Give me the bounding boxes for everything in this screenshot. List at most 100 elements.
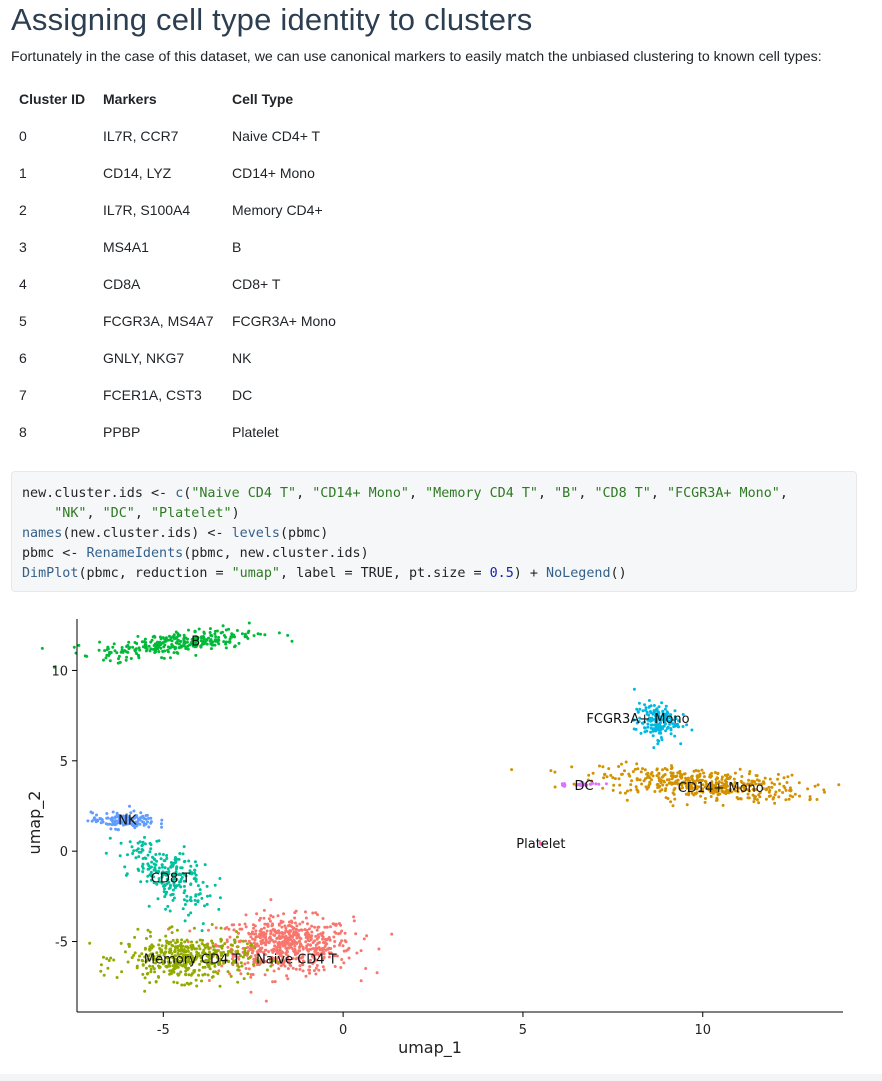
- data-point: [269, 914, 273, 918]
- data-point: [159, 822, 163, 826]
- data-point: [259, 934, 263, 938]
- data-point: [167, 887, 171, 890]
- data-point: [164, 892, 168, 896]
- data-point: [281, 951, 285, 954]
- data-point: [105, 812, 109, 815]
- data-point: [139, 880, 143, 884]
- data-point: [239, 972, 243, 976]
- data-point: [184, 945, 188, 949]
- data-point: [782, 776, 786, 780]
- data-point: [232, 928, 236, 932]
- data-point: [647, 785, 650, 789]
- data-point: [147, 864, 151, 868]
- data-point: [679, 773, 683, 776]
- cell-markers: FCER1A, CST3: [103, 386, 202, 403]
- data-point: [701, 783, 705, 787]
- data-point: [219, 951, 223, 955]
- data-point: [625, 798, 629, 802]
- data-point: [263, 948, 267, 952]
- data-point: [314, 911, 318, 915]
- data-point: [198, 938, 202, 942]
- data-point: [130, 845, 134, 849]
- data-point: [754, 782, 758, 786]
- data-point: [267, 917, 271, 921]
- data-point: [300, 928, 304, 932]
- data-point: [161, 853, 165, 856]
- data-point: [245, 942, 249, 946]
- data-point: [768, 788, 772, 792]
- data-point: [135, 966, 139, 970]
- x-tick-label: 0: [339, 1023, 347, 1038]
- cluster-points: [104, 816, 222, 933]
- data-point: [685, 723, 689, 727]
- code-block[interactable]: new.cluster.ids <- c("Naive CD4 T", "CD1…: [11, 471, 857, 592]
- data-point: [791, 795, 795, 799]
- cluster-label: B: [191, 635, 200, 650]
- data-point: [314, 972, 318, 976]
- data-point: [148, 850, 152, 854]
- data-point: [72, 645, 76, 649]
- code-line: DimPlot(pbmc, reduction = "umap", label …: [22, 566, 627, 581]
- data-point: [133, 951, 137, 955]
- data-point: [236, 962, 240, 966]
- data-point: [127, 822, 131, 825]
- data-point: [183, 940, 187, 944]
- data-point: [685, 803, 689, 807]
- data-point: [325, 925, 329, 929]
- data-point: [260, 940, 264, 943]
- data-point: [263, 922, 267, 926]
- data-point: [647, 713, 651, 717]
- data-point: [661, 768, 664, 772]
- data-point: [215, 960, 219, 964]
- data-point: [665, 768, 669, 772]
- data-point: [697, 785, 701, 789]
- data-point: [278, 953, 282, 957]
- data-point: [196, 638, 199, 642]
- data-point: [702, 771, 706, 775]
- data-point: [183, 965, 187, 969]
- data-point: [741, 784, 745, 788]
- data-point: [649, 730, 653, 734]
- data-point: [166, 964, 170, 968]
- data-point: [163, 887, 166, 891]
- data-point: [697, 775, 701, 779]
- data-point: [270, 959, 274, 963]
- data-point: [182, 633, 186, 637]
- data-point: [720, 775, 724, 779]
- data-point: [299, 943, 303, 947]
- data-point: [268, 919, 272, 923]
- data-point: [149, 816, 153, 820]
- data-point: [716, 771, 720, 775]
- data-point: [179, 877, 183, 881]
- data-point: [304, 974, 308, 978]
- data-point: [808, 798, 812, 802]
- data-point: [298, 960, 302, 963]
- data-point: [107, 959, 111, 962]
- data-point: [278, 948, 282, 952]
- data-point: [127, 640, 131, 644]
- data-point: [700, 768, 704, 772]
- data-point: [777, 795, 781, 799]
- data-point: [620, 762, 623, 766]
- data-point: [260, 946, 264, 950]
- data-point: [306, 936, 310, 939]
- data-point: [184, 949, 188, 953]
- data-point: [690, 728, 694, 732]
- data-point: [217, 636, 221, 639]
- data-point: [212, 953, 216, 957]
- data-point: [308, 971, 311, 975]
- data-point: [147, 644, 151, 648]
- data-point: [201, 922, 205, 926]
- data-point: [286, 633, 290, 637]
- data-point: [160, 656, 164, 660]
- data-point: [145, 959, 149, 962]
- data-point: [166, 638, 170, 642]
- data-point: [277, 956, 280, 960]
- data-point: [213, 638, 217, 642]
- data-point: [314, 966, 318, 970]
- data-point: [635, 707, 639, 711]
- cluster-points: [40, 621, 294, 669]
- data-point: [340, 958, 344, 961]
- data-point: [738, 767, 742, 771]
- data-point: [226, 952, 230, 956]
